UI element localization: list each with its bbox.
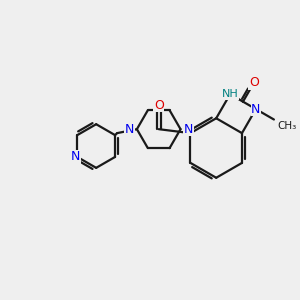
Text: N: N (70, 150, 80, 164)
Text: O: O (249, 76, 259, 89)
Text: N: N (124, 123, 134, 136)
Text: N: N (251, 103, 261, 116)
Text: CH₃: CH₃ (277, 122, 296, 131)
Text: N: N (184, 123, 193, 136)
Text: NH: NH (222, 89, 238, 99)
Text: O: O (154, 99, 164, 112)
